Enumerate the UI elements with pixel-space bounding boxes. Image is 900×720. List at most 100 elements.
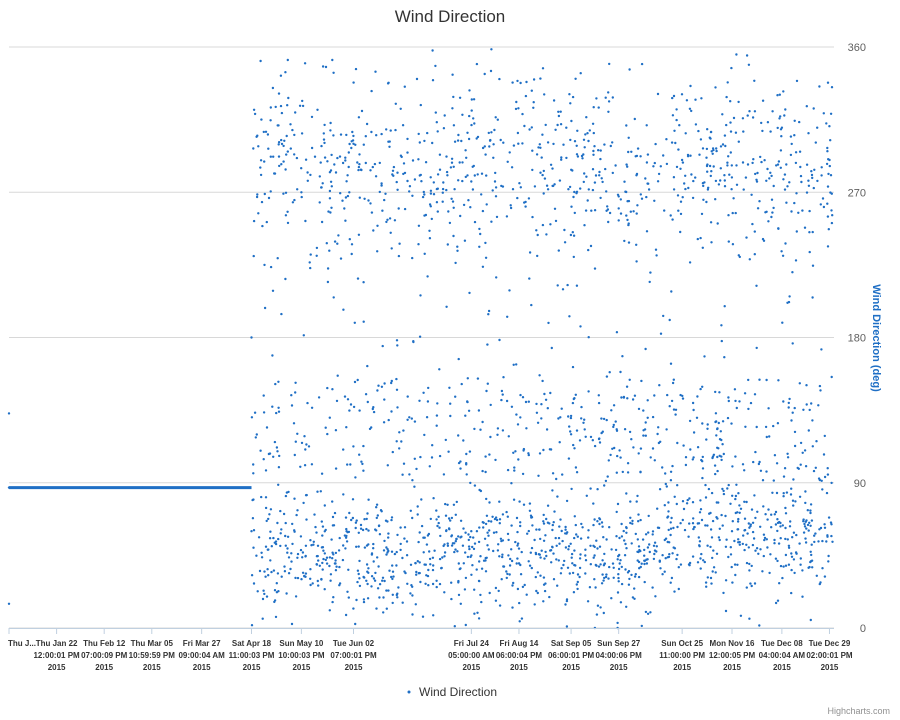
- data-point[interactable]: [400, 440, 403, 443]
- data-point[interactable]: [717, 447, 720, 450]
- data-point[interactable]: [629, 521, 632, 525]
- data-point[interactable]: [646, 558, 649, 561]
- data-point[interactable]: [386, 464, 389, 467]
- data-point[interactable]: [350, 140, 353, 143]
- data-point[interactable]: [428, 229, 431, 232]
- data-point[interactable]: [542, 192, 545, 195]
- data-point[interactable]: [750, 564, 753, 568]
- data-point[interactable]: [495, 518, 499, 522]
- data-point[interactable]: [388, 569, 391, 572]
- data-point[interactable]: [280, 138, 283, 142]
- data-point[interactable]: [264, 575, 267, 578]
- data-point[interactable]: [540, 156, 543, 159]
- data-point[interactable]: [419, 103, 422, 107]
- data-point[interactable]: [689, 448, 692, 451]
- data-point[interactable]: [372, 547, 375, 550]
- data-point[interactable]: [606, 205, 609, 208]
- data-point[interactable]: [773, 513, 776, 516]
- data-point[interactable]: [711, 455, 715, 458]
- data-point[interactable]: [751, 530, 755, 534]
- data-point[interactable]: [661, 573, 664, 576]
- data-point[interactable]: [263, 263, 266, 267]
- data-point[interactable]: [752, 158, 755, 161]
- data-point[interactable]: [699, 236, 702, 240]
- data-point[interactable]: [256, 590, 259, 593]
- data-point[interactable]: [413, 178, 417, 181]
- data-point[interactable]: [659, 332, 663, 335]
- data-point[interactable]: [788, 181, 791, 184]
- data-point[interactable]: [349, 403, 353, 406]
- data-point[interactable]: [354, 622, 357, 626]
- data-point[interactable]: [250, 336, 253, 339]
- data-point[interactable]: [564, 525, 567, 529]
- data-point[interactable]: [358, 559, 361, 563]
- data-point[interactable]: [317, 396, 321, 399]
- data-point[interactable]: [656, 507, 659, 510]
- data-point[interactable]: [430, 217, 433, 221]
- data-point[interactable]: [494, 458, 497, 462]
- data-point[interactable]: [537, 146, 540, 149]
- data-point[interactable]: [701, 147, 705, 150]
- data-point[interactable]: [602, 564, 606, 567]
- data-point[interactable]: [459, 519, 463, 522]
- data-point[interactable]: [828, 125, 831, 128]
- data-point[interactable]: [792, 531, 796, 534]
- data-point[interactable]: [749, 582, 752, 585]
- data-point[interactable]: [446, 174, 449, 177]
- data-point[interactable]: [624, 542, 627, 546]
- data-point[interactable]: [403, 526, 407, 529]
- data-point[interactable]: [302, 334, 305, 337]
- data-point[interactable]: [325, 242, 328, 245]
- data-point[interactable]: [688, 522, 691, 525]
- data-point[interactable]: [576, 587, 579, 591]
- data-point[interactable]: [429, 205, 432, 208]
- data-point[interactable]: [605, 190, 608, 193]
- data-point[interactable]: [404, 571, 407, 575]
- data-point[interactable]: [403, 207, 407, 211]
- data-point[interactable]: [516, 542, 520, 545]
- data-point[interactable]: [354, 476, 357, 479]
- data-point[interactable]: [803, 522, 806, 526]
- data-point[interactable]: [727, 214, 730, 217]
- data-point[interactable]: [415, 467, 418, 471]
- data-point[interactable]: [310, 544, 313, 547]
- data-point[interactable]: [429, 192, 433, 195]
- data-point[interactable]: [458, 161, 461, 164]
- data-point[interactable]: [734, 455, 737, 458]
- data-point[interactable]: [516, 587, 520, 591]
- data-point[interactable]: [714, 179, 718, 183]
- data-point[interactable]: [502, 376, 505, 379]
- data-point[interactable]: [522, 503, 526, 506]
- data-point[interactable]: [798, 120, 801, 124]
- data-point[interactable]: [490, 131, 493, 134]
- data-point[interactable]: [619, 456, 622, 459]
- data-point[interactable]: [708, 164, 712, 168]
- data-point[interactable]: [394, 128, 397, 132]
- data-point[interactable]: [447, 517, 451, 520]
- data-point[interactable]: [431, 444, 434, 447]
- data-point[interactable]: [597, 565, 601, 568]
- data-point[interactable]: [332, 553, 335, 556]
- data-point[interactable]: [534, 575, 537, 579]
- data-point[interactable]: [494, 599, 498, 602]
- data-point[interactable]: [794, 259, 798, 262]
- data-point[interactable]: [724, 514, 727, 518]
- data-point[interactable]: [467, 533, 470, 536]
- data-point[interactable]: [519, 563, 522, 567]
- data-point[interactable]: [291, 522, 294, 526]
- data-point[interactable]: [829, 139, 832, 142]
- data-point[interactable]: [386, 218, 389, 221]
- data-point[interactable]: [302, 501, 305, 505]
- data-point[interactable]: [574, 523, 577, 527]
- data-point[interactable]: [714, 86, 717, 89]
- data-point[interactable]: [699, 499, 702, 502]
- data-point[interactable]: [391, 169, 395, 172]
- data-point[interactable]: [635, 260, 638, 263]
- data-point[interactable]: [471, 545, 474, 549]
- data-point[interactable]: [507, 435, 510, 438]
- data-point[interactable]: [730, 164, 733, 167]
- data-point[interactable]: [654, 248, 658, 251]
- data-point[interactable]: [727, 155, 730, 158]
- data-point[interactable]: [631, 398, 635, 401]
- data-point[interactable]: [255, 195, 259, 199]
